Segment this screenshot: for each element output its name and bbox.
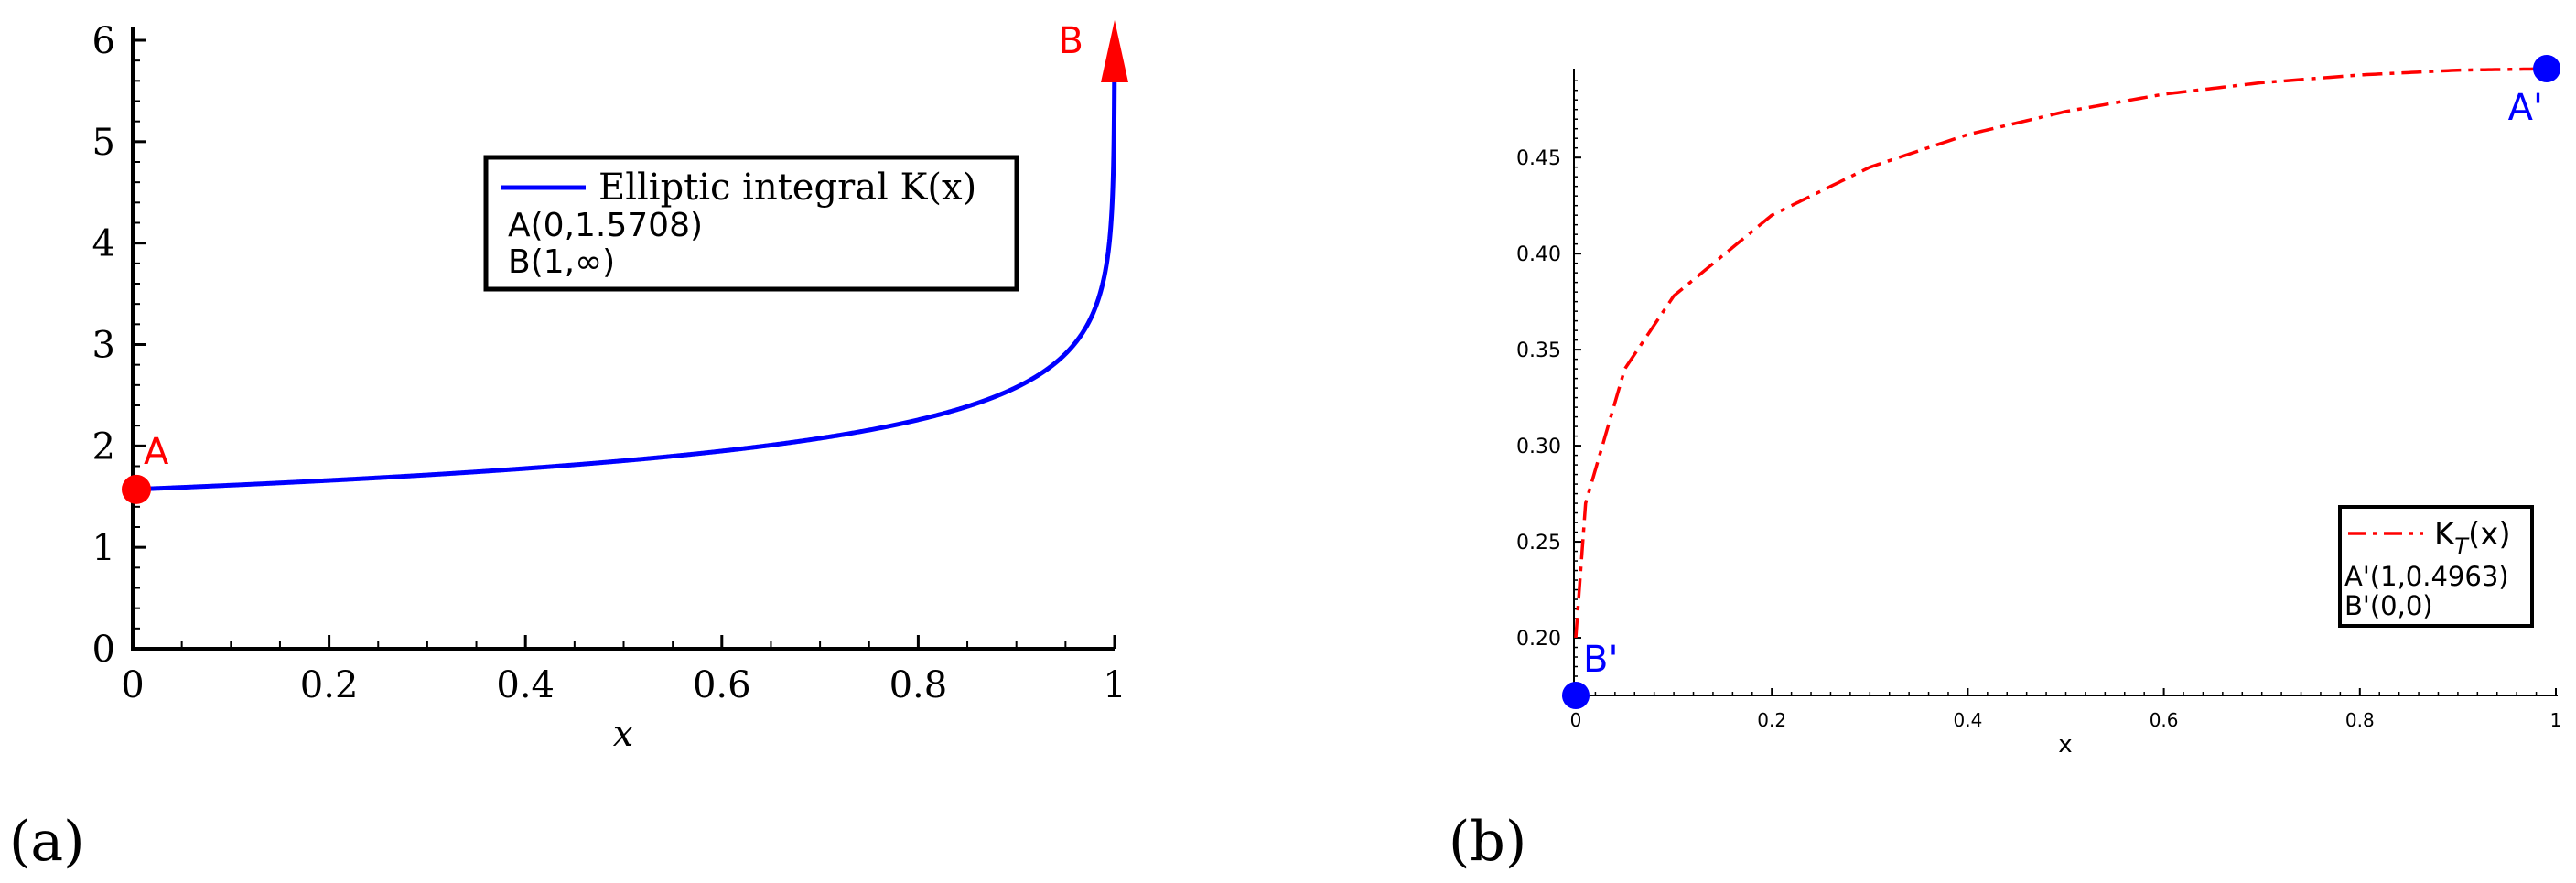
- panel-b-x-tick-label: 1: [2550, 709, 2562, 731]
- panel-a-y-tick-label: 4: [92, 223, 115, 265]
- panel-b-legend: KT(x) A'(1,0.4963) B'(0,0): [2338, 505, 2534, 628]
- panel-b-y-tick-label: 0.35: [1516, 339, 1561, 362]
- panel-a: 0 0.2 0.4 0.6 0.8 1 0 1 2 3 4 5 6 x A B Elliptic in…: [92, 20, 1128, 755]
- panel-b-point-b-prime-label: B': [1583, 639, 1618, 681]
- panel-b-x-tick-label: 0.8: [2345, 709, 2375, 731]
- panel-a-x-tick-label: 1: [1103, 664, 1126, 706]
- panel-a-y-tick-label: 1: [92, 527, 115, 569]
- panel-a-point-a-label: A: [144, 431, 169, 473]
- panel-a-x-tick-label: 0: [121, 664, 144, 706]
- panel-a-x-tick-label: 0.2: [300, 664, 359, 706]
- panel-b-point-b-prime: [1562, 682, 1590, 709]
- panel-a-point-b-arrow: [1101, 20, 1128, 82]
- panel-a-legend: Elliptic integral K(x) A(0,1.5708) B(1,∞…: [483, 155, 1019, 292]
- panel-b-legend-entry-1: KT(x): [2434, 516, 2511, 559]
- panel-b-x-axis-label: x: [2058, 731, 2072, 759]
- panel-a-y-tick-label: 5: [92, 122, 115, 164]
- panel-b-legend-arg: (x): [2468, 516, 2511, 553]
- panel-a-point-b-label: B: [1059, 20, 1083, 62]
- panel-b-legend-k: K: [2434, 516, 2456, 553]
- panel-b-series-kt: [1574, 67, 2557, 639]
- panel-b-x-tick-label: 0.6: [2150, 709, 2179, 731]
- panel-a-y-tick-label: 6: [92, 20, 115, 62]
- panel-a-x-axis-label: x: [613, 713, 634, 755]
- panel-b-x-tick-label: 0: [1570, 709, 1582, 731]
- panel-b-point-a-prime: [2533, 55, 2560, 82]
- panel-b-y-tick-label: 0.45: [1516, 147, 1561, 170]
- panel-b-legend-box: [2338, 505, 2534, 628]
- panel-label-a: (a): [9, 810, 85, 874]
- panel-a-legend-entry-1: Elliptic integral K(x): [598, 167, 976, 209]
- panel-b-x-ticks: 0 0.2 0.4 0.6 0.8 1: [1570, 688, 2562, 731]
- panel-a-x-ticks: 0 0.2 0.4 0.6 0.8 1: [121, 635, 1126, 706]
- panel-a-y-tick-label: 2: [92, 425, 115, 468]
- panel-a-legend-entry-2: A(0,1.5708): [508, 207, 703, 244]
- panel-b-legend-subscript: T: [2454, 533, 2470, 559]
- panel-b-y-tick-label: 0.25: [1516, 532, 1561, 555]
- panel-b-y-ticks: 0.20 0.25 0.30 0.35 0.40 0.45: [1516, 80, 1581, 687]
- panel-b-point-a-prime-label: A': [2508, 87, 2543, 129]
- panel-b-y-tick-label: 0.20: [1516, 628, 1561, 651]
- panel-a-point-a: [122, 474, 151, 504]
- panel-a-x-tick-label: 0.6: [693, 664, 751, 706]
- panel-a-y-tick-label: 0: [92, 629, 115, 671]
- panel-b-y-tick-label: 0.30: [1516, 436, 1561, 458]
- panel-b-x-tick-label: 0.4: [1953, 709, 1982, 731]
- panel-a-y-ticks: 0 1 2 3 4 5 6: [92, 20, 146, 671]
- panel-b-legend-entry-2: A'(1,0.4963): [2344, 561, 2509, 592]
- panel-b: 0 0.2 0.4 0.6 0.8 1 0.200.250.300.350.400.45 …: [1516, 55, 2561, 759]
- panel-a-legend-entry-3: B(1,∞): [508, 243, 615, 281]
- panel-label-b: (b): [1449, 810, 1526, 874]
- panel-a-series-elliptic-k: [132, 39, 1117, 492]
- panel-b-x-tick-label: 0.2: [1757, 709, 1786, 731]
- panel-a-x-tick-label: 0.8: [889, 664, 948, 706]
- panel-a-y-tick-label: 3: [92, 325, 115, 367]
- panel-a-legend-box: [483, 155, 1019, 292]
- panel-b-legend-entry-3: B'(0,0): [2344, 590, 2433, 621]
- panel-a-x-tick-label: 0.4: [496, 664, 555, 706]
- panel-b-y-tick-label: 0.40: [1516, 243, 1561, 266]
